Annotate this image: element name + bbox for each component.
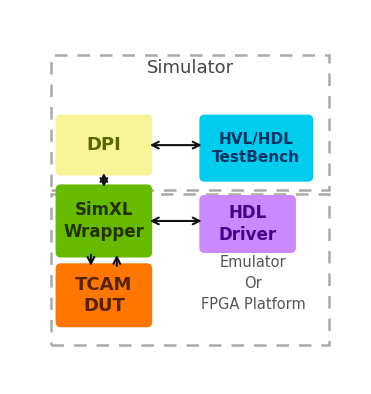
FancyBboxPatch shape — [56, 184, 152, 258]
FancyBboxPatch shape — [56, 263, 152, 327]
Text: TCAM
DUT: TCAM DUT — [75, 275, 132, 315]
Bar — [51, 194, 329, 345]
Text: Emulator
Or
FPGA Platform: Emulator Or FPGA Platform — [201, 255, 306, 312]
Text: Simulator: Simulator — [147, 59, 234, 77]
Text: HDL
Driver: HDL Driver — [219, 204, 277, 244]
Text: DPI: DPI — [86, 136, 121, 154]
FancyBboxPatch shape — [199, 115, 313, 182]
Bar — [51, 55, 329, 190]
Text: HVL/HDL
TestBench: HVL/HDL TestBench — [212, 132, 300, 165]
FancyBboxPatch shape — [56, 115, 152, 176]
FancyBboxPatch shape — [199, 195, 296, 253]
Text: SimXL
Wrapper: SimXL Wrapper — [63, 201, 144, 241]
